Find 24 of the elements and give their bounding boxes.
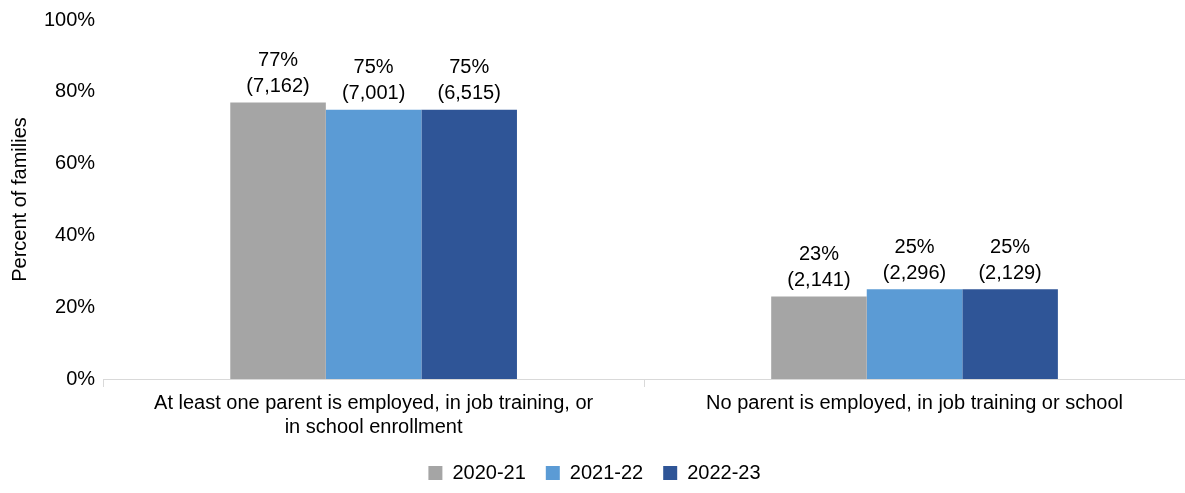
bar (325, 109, 422, 379)
bar (230, 102, 326, 379)
bar (962, 289, 1058, 379)
bar (421, 109, 517, 379)
legend-label: 2022-23 (687, 460, 761, 483)
data-label: 25% (2,129) (978, 234, 1042, 283)
data-label: 75% (7,001) (341, 55, 406, 104)
y-axis-title: Percent of families (7, 117, 30, 282)
y-tick-label: 40% (55, 222, 96, 245)
data-label: 23% (2,141) (787, 241, 851, 290)
legend-label: 2020-21 (452, 460, 526, 483)
bar (866, 289, 963, 379)
y-tick-label: 100% (44, 7, 96, 30)
x-tick-label: No parent is employed, in job training or school (706, 390, 1123, 413)
y-tick-label: 20% (55, 294, 96, 317)
y-tick-label: 80% (55, 79, 96, 102)
y-tick-label: 0% (66, 366, 96, 389)
data-label: 25% (2,296) (882, 234, 947, 283)
bar (771, 296, 867, 379)
data-label: 77% (7,162) (246, 48, 310, 97)
x-tick-label: At least one parent is employed, in job training, or in school enrollment (154, 390, 594, 437)
data-label: 75% (6,515) (437, 55, 501, 104)
legend-label: 2021-22 (569, 460, 644, 483)
y-tick-label: 60% (55, 151, 96, 174)
